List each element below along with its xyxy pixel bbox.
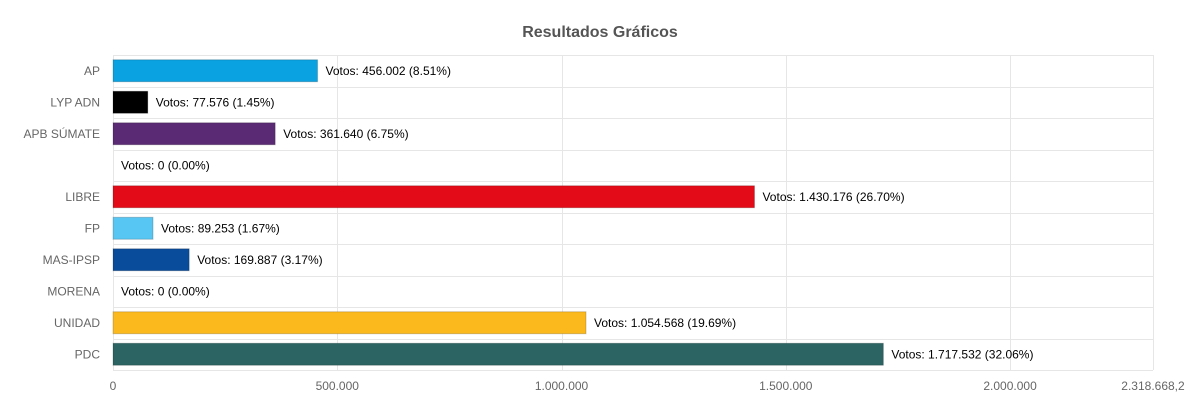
category-label: AP bbox=[84, 64, 100, 78]
chart-title: Resultados Gráficos bbox=[522, 24, 678, 41]
x-tick-label: 0 bbox=[110, 379, 117, 393]
category-label: LYP ADN bbox=[50, 95, 100, 109]
category-label: MORENA bbox=[47, 284, 100, 298]
data-label: Votos: 77.576 (1.45%) bbox=[156, 95, 275, 109]
data-label: Votos: 1.717.532 (32.06%) bbox=[891, 347, 1033, 361]
bar bbox=[112, 342, 884, 366]
data-label: Votos: 89.253 (1.67%) bbox=[161, 221, 280, 235]
data-label: Votos: 0 (0.00%) bbox=[121, 284, 210, 298]
category-label: FP bbox=[85, 221, 100, 235]
x-tick-label: 2.000.000 bbox=[983, 379, 1037, 393]
bar-layer bbox=[112, 59, 884, 366]
data-label: Votos: 361.640 (6.75%) bbox=[283, 127, 408, 141]
x-tick-label: 1.000.000 bbox=[535, 379, 589, 393]
data-label: Votos: 456.002 (8.51%) bbox=[326, 64, 451, 78]
bar bbox=[112, 248, 190, 272]
axis-layer: 0 500.000 1.000.000 1.500.000 2.000.000 2.318… bbox=[110, 379, 1185, 393]
category-label: UNIDAD bbox=[54, 316, 100, 330]
data-label: Votos: 1.430.176 (26.70%) bbox=[762, 190, 904, 204]
bar bbox=[112, 59, 319, 83]
bar bbox=[112, 216, 154, 240]
category-label: APB SÚMATE bbox=[24, 126, 100, 141]
x-tick-label: 500.000 bbox=[316, 379, 360, 393]
x-tick-label: 1.500.000 bbox=[759, 379, 813, 393]
bar bbox=[112, 90, 149, 114]
data-label: Votos: 0 (0.00%) bbox=[121, 158, 210, 172]
label-layer: AP Votos: 456.002 (8.51%) LYP ADN Votos: 77… bbox=[24, 64, 1034, 362]
bar bbox=[112, 185, 755, 209]
category-label: PDC bbox=[75, 347, 101, 361]
category-label: MAS-IPSP bbox=[43, 253, 100, 267]
bar bbox=[112, 311, 587, 335]
x-tick-label: 2.318.668,2 bbox=[1121, 379, 1185, 393]
category-label: LIBRE bbox=[65, 190, 100, 204]
bar bbox=[112, 122, 276, 146]
data-label: Votos: 1.054.568 (19.69%) bbox=[594, 316, 736, 330]
data-label: Votos: 169.887 (3.17%) bbox=[197, 253, 322, 267]
grid-layer bbox=[113, 55, 1154, 371]
